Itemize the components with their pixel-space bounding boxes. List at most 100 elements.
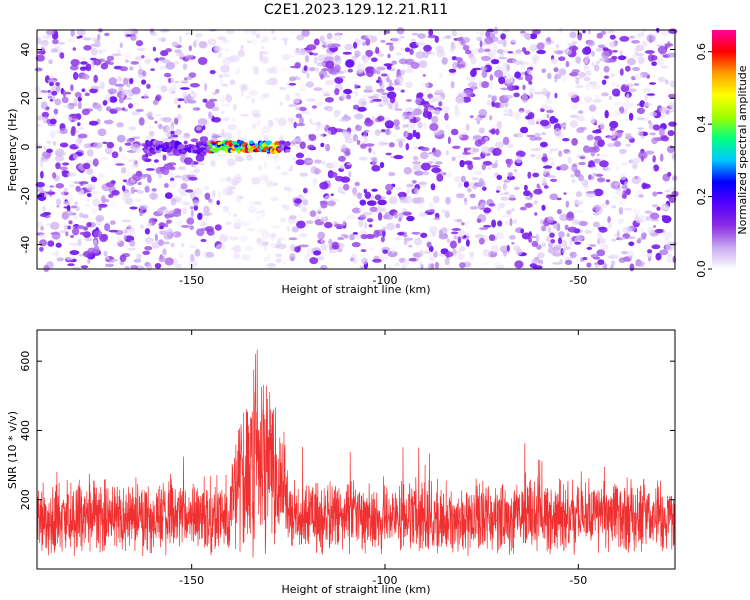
heatmap-cell (655, 252, 662, 261)
heatmap-cell (531, 258, 540, 264)
heatmap-cell (180, 183, 188, 190)
heatmap-cell (66, 38, 75, 43)
heatmap-cell (571, 138, 578, 146)
heatmap-cell (377, 140, 386, 147)
heatmap-cell (79, 231, 88, 236)
heatmap-cell (122, 51, 133, 59)
heatmap-cell (642, 183, 651, 189)
heatmap-cell (485, 30, 491, 38)
heatmap-cell (525, 196, 533, 200)
heatmap-cell (494, 141, 505, 149)
heatmap-cell (151, 188, 157, 192)
heatmap-cell (67, 116, 73, 122)
heatmap-cell (80, 66, 88, 70)
heatmap-cell (45, 29, 55, 36)
heatmap-cell (668, 28, 678, 34)
heatmap-cell (403, 167, 412, 175)
heatmap-cell (248, 205, 257, 214)
colorbar-tick-label: 0.2 (695, 188, 708, 206)
heatmap-cell (487, 167, 492, 170)
heatmap-cell (506, 244, 510, 252)
heatmap-cell (618, 207, 624, 215)
heatmap-cell (160, 37, 166, 42)
heatmap-cell (47, 191, 55, 195)
heatmap-cell (496, 190, 500, 193)
heatmap-cell (640, 259, 644, 262)
heatmap-cell (290, 256, 295, 262)
heatmap-cell (495, 128, 500, 136)
heatmap-cell (110, 200, 117, 208)
heatmap-cell (55, 162, 61, 170)
heatmap-cell (34, 143, 42, 150)
heatmap-cell (389, 196, 398, 205)
heatmap-cell (134, 197, 142, 203)
heatmap-cell (365, 49, 374, 57)
heatmap-cell (84, 237, 93, 242)
heatmap-cell (556, 197, 562, 201)
heatmap-cell (439, 72, 443, 78)
heatmap-cell (644, 210, 653, 214)
heatmap-cell (595, 94, 600, 100)
heatmap-cell (432, 195, 440, 204)
heatmap-cell (206, 121, 210, 128)
heatmap-cell (640, 227, 645, 234)
heatmap-cell (423, 107, 429, 114)
heatmap-cell (37, 50, 46, 55)
heatmap-cell (416, 257, 420, 263)
heatmap-cell (212, 190, 216, 198)
heatmap-cell (155, 94, 162, 101)
heatmap-cell (122, 194, 128, 201)
heatmap-cell (305, 138, 310, 143)
heatmap-cell (150, 31, 157, 36)
heatmap-cell (433, 149, 442, 158)
heatmap-cell (597, 139, 605, 148)
heatmap-cell (218, 190, 222, 199)
heatmap-cell (315, 101, 324, 107)
heatmap-cell (526, 68, 533, 75)
heatmap-cell (363, 188, 367, 194)
heatmap-cell (420, 232, 428, 238)
heatmap-cell (182, 91, 188, 100)
heatmap-cell (461, 222, 465, 226)
heatmap-cell (81, 57, 86, 63)
heatmap-cell (628, 35, 635, 39)
heatmap-cell (156, 152, 165, 157)
heatmap-cell (616, 230, 620, 238)
heatmap-cell (502, 29, 511, 33)
heatmap-cell (306, 72, 310, 79)
heatmap-cell (364, 119, 374, 127)
heatmap-cell (174, 263, 182, 269)
heatmap-cell (312, 52, 319, 56)
heatmap-cell (74, 92, 82, 98)
heatmap-cell (468, 56, 473, 60)
heatmap-cell (63, 201, 71, 205)
heatmap-cell (176, 53, 185, 57)
heatmap-cell (233, 218, 243, 227)
heatmap-cell (320, 239, 324, 243)
heatmap-cell (428, 97, 437, 103)
heatmap-cell (541, 88, 549, 96)
heatmap-cell (572, 163, 578, 168)
heatmap-cell (104, 263, 115, 268)
heatmap-cell (226, 29, 235, 34)
heatmap-cell (381, 207, 387, 212)
heatmap-cell (288, 237, 298, 241)
heatmap-cell (154, 113, 162, 117)
heatmap-cell (151, 192, 157, 201)
heatmap-cell (337, 242, 345, 249)
heatmap-cell (420, 147, 430, 152)
heatmap-cell (594, 135, 602, 141)
heatmap-cell (534, 91, 543, 95)
heatmap-cell (362, 94, 372, 99)
heatmap-cell (130, 61, 139, 65)
heatmap-cell (301, 29, 310, 37)
heatmap-cell (180, 80, 189, 84)
heatmap-cell (596, 60, 600, 65)
heatmap-cell (360, 233, 368, 240)
heatmap-cell (256, 215, 261, 222)
heatmap-cell (606, 30, 615, 34)
heatmap-cell (56, 149, 62, 153)
heatmap-cell (530, 148, 541, 152)
heatmap-cell (490, 128, 496, 135)
